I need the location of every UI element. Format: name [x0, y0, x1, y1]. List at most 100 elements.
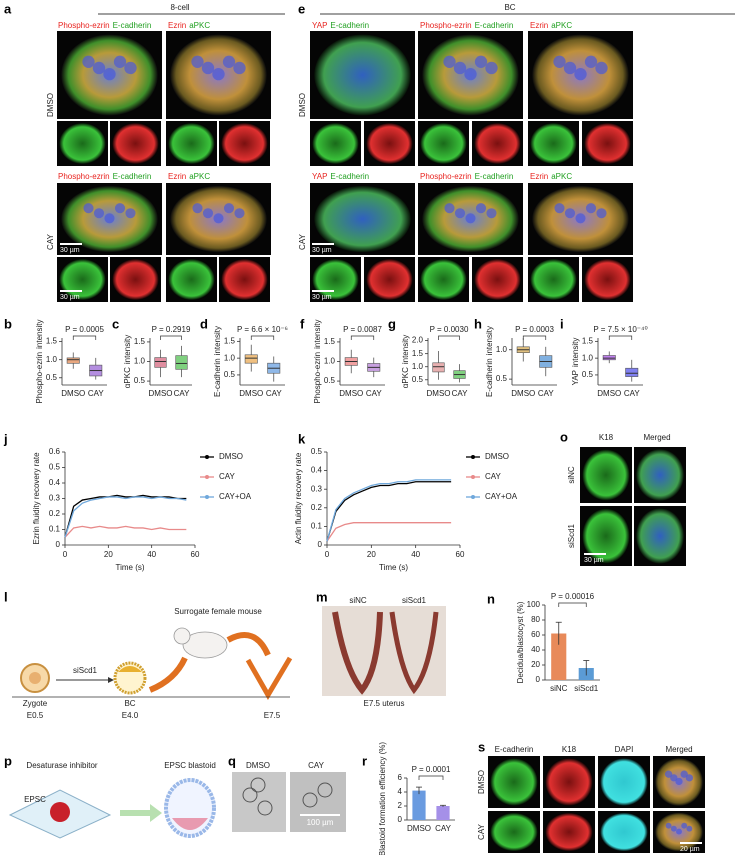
micrograph: [312, 258, 359, 301]
significance-bracket: [522, 335, 547, 340]
micrograph: [600, 758, 648, 806]
x-tick-label: siNC: [550, 684, 568, 693]
column-label: K18: [562, 745, 577, 754]
blastoid: [250, 777, 266, 793]
y-tick-label: 0.5: [134, 376, 146, 385]
series-line: [326, 479, 452, 542]
panel-letter: s: [478, 739, 485, 754]
y-tick-label: 0.5: [412, 375, 424, 384]
uterus: [389, 611, 439, 695]
label: EPSC: [24, 795, 46, 804]
treatment-label: siScd1: [73, 666, 98, 675]
scale-bar-label: 30 µm: [312, 294, 332, 301]
micrograph: [595, 61, 608, 75]
group-label: siNC: [349, 596, 367, 605]
y-tick-label: 0.3: [311, 484, 323, 493]
brightfield: [232, 772, 286, 832]
column-label: E-cadherin: [495, 745, 534, 754]
micrograph: [553, 55, 566, 68]
column-label: K18: [599, 433, 614, 442]
micrograph: [596, 208, 607, 219]
y-tick-label: 0.5: [496, 374, 508, 383]
micrograph: [168, 258, 215, 301]
stain-label: Ezrin: [168, 172, 186, 181]
micrograph: [585, 203, 597, 214]
row-label: CAY: [298, 233, 307, 250]
x-tick-label: 60: [456, 550, 465, 559]
micrograph: [213, 213, 224, 224]
x-tick-label: CAY: [366, 389, 383, 398]
p-value: P = 0.0005: [65, 325, 104, 334]
micrograph: [112, 122, 159, 165]
micrograph: [201, 61, 215, 75]
micrograph: [222, 55, 236, 68]
y-tick-label: 0.1: [311, 522, 323, 531]
micrograph: [112, 258, 159, 301]
box: [625, 367, 639, 377]
significance-bracket: [160, 335, 182, 340]
micrograph: [664, 770, 673, 778]
legend-label: CAY+OA: [485, 492, 518, 501]
panel-letter: c: [112, 316, 119, 331]
significance-bracket: [438, 335, 460, 340]
p-value: P = 7.5 × 10⁻⁴⁰: [593, 325, 647, 334]
legend-swatch: [471, 455, 475, 459]
stain-label: E-cadherin: [113, 21, 152, 30]
micrograph: [575, 213, 586, 224]
micrograph: [530, 122, 577, 165]
micrograph: [465, 213, 476, 224]
x-tick-label: DMSO: [407, 824, 431, 833]
x-tick-label: 40: [411, 550, 420, 559]
y-tick-label: 0.6: [49, 447, 61, 456]
micrograph: [82, 55, 95, 68]
y-tick-label: 0: [318, 540, 323, 549]
series-line: [64, 494, 187, 538]
p-value: P = 0.00016: [551, 592, 595, 601]
stain-label: Phospho-ezrin: [58, 21, 110, 30]
micrograph: [93, 208, 105, 219]
box: [244, 354, 258, 364]
micrograph: [554, 203, 565, 214]
micrograph: [676, 828, 682, 835]
micrograph: [366, 122, 413, 165]
micrograph: [420, 122, 467, 165]
legend-label: CAY: [485, 472, 502, 481]
micrograph: [545, 758, 593, 806]
micrograph: [680, 770, 688, 778]
panel-letter: g: [388, 316, 396, 331]
row-label: DMSO: [477, 770, 486, 794]
y-axis-label: intensity: [313, 320, 322, 349]
x-axis-label: Time (s): [115, 563, 144, 572]
panel-letter: p: [4, 753, 12, 768]
legend-swatch: [471, 495, 475, 499]
row-label: CAY: [46, 233, 55, 250]
micrograph: [584, 122, 631, 165]
micrograph: [221, 122, 268, 165]
y-tick-label: 0.4: [49, 478, 61, 487]
legend-swatch: [205, 455, 209, 459]
y-axis-label: Blastoid formation efficiency (%): [378, 742, 387, 855]
row-label: siScd1: [567, 523, 576, 548]
y-tick-label: 0.1: [49, 525, 61, 534]
micrograph: [490, 758, 538, 806]
x-tick-label: DMSO: [61, 389, 85, 398]
legend-swatch: [471, 475, 475, 479]
stage-label: Zygote: [23, 699, 48, 708]
micrograph: [83, 203, 94, 214]
row-label: DMSO: [46, 93, 55, 117]
y-tick-label: 1.0: [134, 357, 146, 366]
x-tick-label: CAY: [266, 389, 283, 398]
micrograph: [168, 122, 215, 165]
significance-bracket: [350, 335, 375, 340]
y-tick-label: 0.4: [311, 466, 323, 475]
p-value: P = 0.2919: [152, 325, 191, 334]
micrograph: [490, 812, 538, 852]
series-line: [326, 481, 452, 542]
micrograph: [212, 67, 225, 81]
significance-bracket: [608, 335, 633, 340]
scale-bar-label: 30 µm: [60, 294, 80, 301]
panel-letter: m: [316, 589, 328, 604]
label: EPSC blastoid: [164, 761, 216, 770]
micrograph: [114, 203, 126, 214]
micrograph: [113, 55, 127, 68]
